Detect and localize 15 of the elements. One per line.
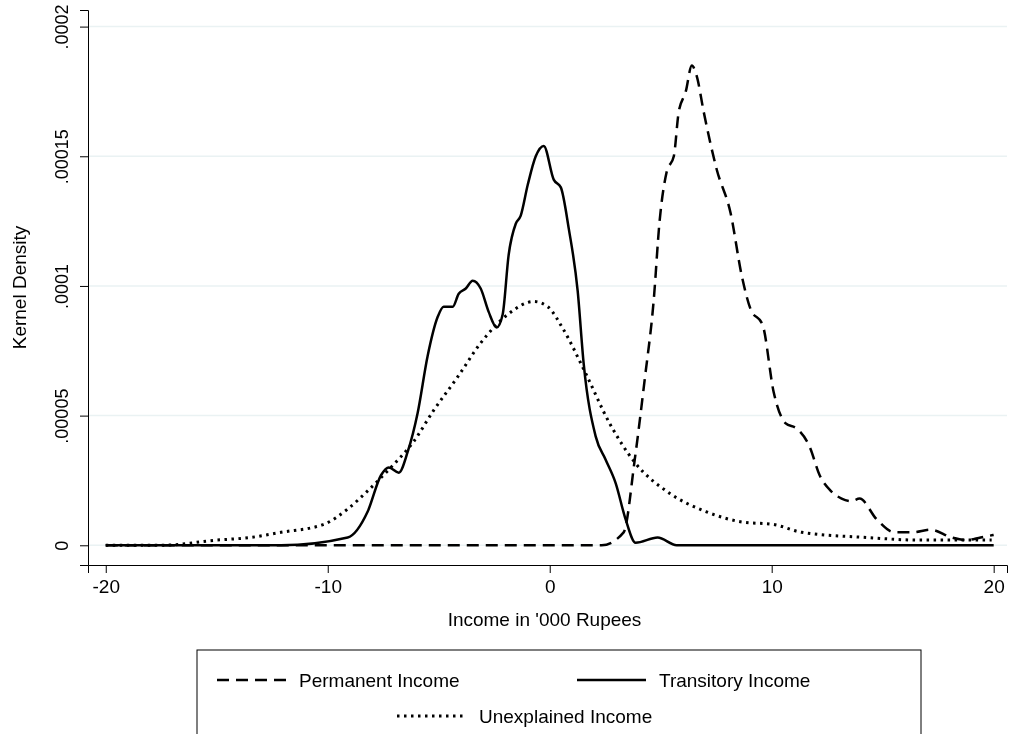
- legend-label: Transitory Income: [659, 670, 811, 691]
- x-tick-label: 20: [983, 576, 1005, 598]
- x-tick-label: -20: [92, 576, 120, 598]
- y-tick-label: .00015: [52, 129, 72, 185]
- x-tick-label: 0: [544, 576, 556, 598]
- x-tick-label: -10: [314, 576, 342, 598]
- x-axis-title: Income in '000 Rupees: [447, 609, 642, 630]
- legend-label: Permanent Income: [299, 670, 460, 691]
- x-tick-label: 10: [761, 576, 783, 598]
- legend-label: Unexplained Income: [479, 706, 653, 727]
- y-tick-label: .0002: [52, 4, 72, 50]
- y-tick-label: .0001: [52, 263, 72, 309]
- y-axis-title: Kernel Density: [9, 225, 30, 350]
- y-tick-label: .00005: [52, 388, 72, 444]
- y-tick-label: 0: [52, 540, 72, 551]
